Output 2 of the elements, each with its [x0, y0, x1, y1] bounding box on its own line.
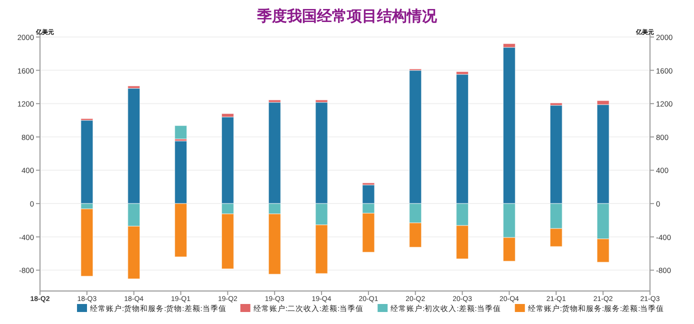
chart-title: 季度我国经常项目结构情况	[256, 7, 438, 25]
bar	[174, 125, 188, 140]
